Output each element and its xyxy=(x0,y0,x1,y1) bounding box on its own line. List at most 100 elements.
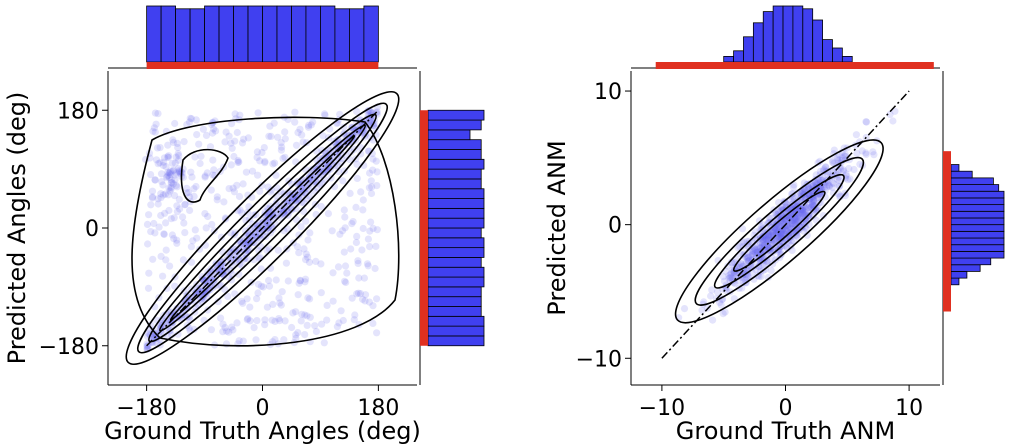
right-histogram-bar xyxy=(427,158,485,170)
scatter-point xyxy=(774,227,782,235)
scatter-point xyxy=(298,310,306,318)
scatter-point xyxy=(329,269,337,277)
scatter-point xyxy=(337,307,345,315)
scatter-point xyxy=(174,330,182,338)
scatter-point xyxy=(708,286,716,294)
right-histogram-bar xyxy=(950,237,1005,246)
scatter-point xyxy=(353,127,361,135)
scatter-point xyxy=(353,290,361,298)
scatter-point xyxy=(797,224,805,232)
scatter-point xyxy=(155,223,163,231)
scatter-point xyxy=(722,287,731,295)
scatter-point xyxy=(144,240,152,248)
scatter-point xyxy=(161,209,169,217)
scatter-point xyxy=(777,251,785,259)
right-histogram-bar xyxy=(427,207,485,219)
scatter-point xyxy=(758,244,766,252)
scatter-point xyxy=(270,119,278,127)
scatter-point xyxy=(791,216,799,224)
scatter-point xyxy=(208,129,217,137)
scatter-point xyxy=(238,297,246,305)
y-axis-label: Predicted Angles (deg) xyxy=(3,92,31,365)
scatter-point xyxy=(772,210,781,219)
scatter-point xyxy=(228,144,236,152)
scatter-point xyxy=(201,173,209,181)
scatter-point xyxy=(759,233,767,241)
scatter-point xyxy=(869,148,877,156)
scatter-point xyxy=(727,269,735,277)
scatter-point xyxy=(174,150,182,158)
scatter-point xyxy=(803,231,811,239)
scatter-point xyxy=(263,303,271,311)
scatter-point xyxy=(850,165,858,174)
scatter-point xyxy=(156,159,164,167)
scatter-point xyxy=(756,240,764,248)
scatter-point xyxy=(217,233,225,241)
scatter-point xyxy=(221,324,229,332)
scatter-point xyxy=(834,156,842,164)
scatter-point xyxy=(810,197,818,205)
scatter-point xyxy=(765,214,774,222)
scatter-point xyxy=(297,198,306,206)
scatter-point xyxy=(219,320,227,328)
scatter-point xyxy=(230,152,238,161)
scatter-point xyxy=(760,242,768,251)
scatter-point xyxy=(822,163,830,171)
scatter-point xyxy=(777,231,785,239)
scatter-point xyxy=(321,110,329,118)
scatter-point xyxy=(787,242,795,250)
scatter-point xyxy=(819,212,828,220)
scatter-point xyxy=(296,277,304,285)
scatter-point xyxy=(164,168,172,176)
scatter-point xyxy=(753,246,761,254)
scatter-point xyxy=(743,255,751,263)
scatter-point xyxy=(727,258,736,266)
scatter-point xyxy=(769,228,777,236)
scatter-point xyxy=(293,243,301,251)
scatter-point xyxy=(727,274,735,282)
scatter-point xyxy=(809,196,818,204)
scatter-point xyxy=(862,118,870,126)
top-histogram-bar xyxy=(812,19,823,63)
scatter-point xyxy=(769,232,778,240)
scatter-point xyxy=(752,246,760,254)
scatter-point xyxy=(335,319,343,327)
scatter-point xyxy=(255,247,263,255)
scatter-point xyxy=(791,219,799,227)
scatter-point xyxy=(324,210,332,218)
scatter-point xyxy=(802,205,810,213)
right-histogram-bar xyxy=(950,190,1005,199)
scatter-point xyxy=(862,149,870,157)
scatter-point xyxy=(784,238,793,246)
scatter-point xyxy=(354,129,362,137)
scatter-point xyxy=(839,166,848,174)
scatter-point xyxy=(737,260,745,268)
scatter-point xyxy=(235,241,243,249)
scatter-point xyxy=(176,205,184,213)
scatter-point xyxy=(165,152,173,160)
scatter-point xyxy=(228,323,236,331)
kde-contour-level-1 xyxy=(125,90,400,366)
scatter-point xyxy=(300,245,308,253)
right-histogram-bar xyxy=(427,198,485,209)
scatter-point xyxy=(770,235,779,243)
scatter-point xyxy=(737,271,745,279)
scatter-point xyxy=(349,138,357,146)
scatter-point xyxy=(782,216,790,224)
scatter-point xyxy=(778,227,786,235)
scatter-point xyxy=(334,168,342,176)
scatter-point xyxy=(272,276,280,284)
scatter-point xyxy=(833,175,842,183)
scatter-point xyxy=(806,212,814,220)
scatter-point xyxy=(186,206,194,214)
scatter-point xyxy=(179,256,187,264)
scatter-point xyxy=(299,138,307,146)
top-histogram-bar xyxy=(175,8,191,63)
scatter-point xyxy=(792,221,800,229)
scatter-point xyxy=(190,325,198,333)
scatter-point xyxy=(256,157,264,165)
scatter-point xyxy=(810,199,818,207)
scatter-point xyxy=(759,239,767,247)
scatter-point xyxy=(250,324,258,332)
